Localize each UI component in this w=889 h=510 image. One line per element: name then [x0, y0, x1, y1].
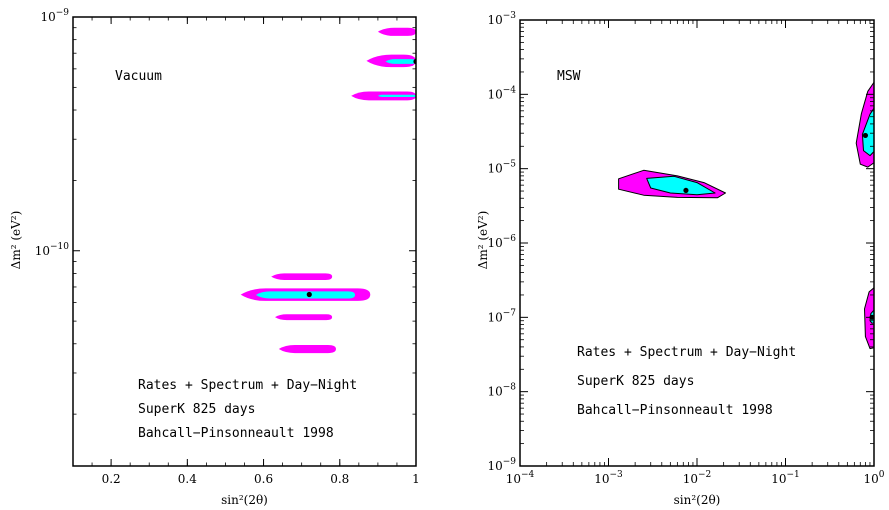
tick-base: 10 [487, 236, 502, 250]
inner-cl-region-4 [377, 94, 416, 97]
outer-cl-region-5 [271, 273, 333, 280]
x-axis-label: sin²(2θ) [674, 493, 721, 507]
allowed-regions [240, 27, 416, 354]
y-tick-label: 10−3 [487, 11, 516, 27]
outer-cl-region-4 [864, 287, 874, 350]
tick-exponent: −4 [521, 470, 535, 480]
best-fit-point-0 [306, 291, 312, 298]
inner-cl-region-2 [385, 59, 416, 64]
tick-exponent: −10 [50, 242, 69, 252]
msw-panel: 10−4 10−3 10−2 10−1 10010−910−810−710−610−51… [476, 11, 885, 507]
tick-base: 10 [506, 472, 521, 486]
tick-base: 10 [771, 472, 786, 486]
tick-base: 10 [487, 310, 502, 324]
tick-base: 10 [863, 472, 878, 486]
outer-cl-region-0 [377, 27, 416, 36]
best-fit-point-1 [862, 132, 869, 139]
tick-exponent: −3 [610, 470, 624, 480]
legend-text-line-2: Bahcall−Pinsonneault 1998 [138, 426, 334, 441]
inner-cl-region-1 [646, 175, 716, 196]
plot-frame [72, 16, 417, 467]
panel-annotation: Vacuum [115, 69, 162, 84]
inner-cl-region-3 [861, 107, 874, 157]
plot-frame [519, 19, 875, 467]
x-tick-label: 1 [412, 472, 420, 486]
tick-exponent: −6 [503, 234, 517, 244]
y-tick-label: 10−5 [487, 160, 516, 176]
legend-text-line-1: SuperK 825 days [577, 374, 694, 389]
tick-base: 10 [487, 385, 502, 399]
y-tick-label: 10−9 [40, 8, 69, 24]
y-tick-label: 10−7 [487, 308, 516, 324]
tick-base: 10 [487, 13, 502, 27]
best-fit-point-0 [683, 187, 689, 194]
y-tick-label: 10−6 [487, 234, 516, 250]
tick-exponent: −4 [503, 85, 517, 95]
y-tick-label: 10−8 [487, 383, 516, 399]
tick-exponent: −8 [503, 383, 517, 393]
tick-exponent: −9 [56, 8, 70, 18]
axis-ticks [73, 16, 417, 466]
x-tick-label: 100 [863, 470, 884, 486]
panel-annotation: MSW [557, 69, 581, 84]
tick-exponent: −1 [787, 470, 800, 480]
inner-cl-region-7 [255, 291, 356, 299]
tick-exponent: −3 [503, 11, 517, 21]
tick-base: 10 [35, 244, 50, 258]
x-tick-label: 0.2 [102, 472, 121, 486]
y-axis-label: Δm² (eV²) [9, 211, 23, 270]
tick-exponent: −5 [503, 160, 517, 170]
x-tick-label: 10−1 [771, 470, 800, 486]
y-tick-label: 10−10 [35, 242, 70, 258]
tick-base: 10 [487, 459, 502, 473]
y-axis-label: Δm² (eV²) [476, 211, 490, 270]
tick-exponent: −9 [503, 457, 517, 467]
outer-cl-region-8 [274, 314, 333, 321]
y-tick-label: 10−9 [487, 457, 516, 473]
tick-base: 10 [594, 472, 609, 486]
x-tick-label: 0.4 [178, 472, 197, 486]
tick-base: 10 [487, 162, 502, 176]
tick-base: 10 [487, 87, 502, 101]
tick-base: 10 [40, 10, 55, 24]
tick-exponent: 0 [879, 470, 885, 480]
allowed-regions [618, 81, 874, 350]
legend-text-line-2: Bahcall−Pinsonneault 1998 [577, 403, 773, 418]
x-tick-label: 10−2 [683, 470, 712, 486]
tick-base: 10 [683, 472, 698, 486]
outer-cl-region-9 [278, 345, 336, 354]
legend-text-line-0: Rates + Spectrum + Day−Night [577, 345, 796, 360]
legend-text-line-1: SuperK 825 days [138, 402, 255, 417]
x-tick-label: 0.6 [254, 472, 273, 486]
x-tick-label: 0.8 [330, 472, 349, 486]
tick-exponent: −2 [698, 470, 711, 480]
x-axis-label: sin²(2θ) [221, 493, 268, 507]
legend-text-line-0: Rates + Spectrum + Day−Night [138, 378, 357, 393]
axis-ticks [519, 19, 875, 467]
y-tick-label: 10−4 [487, 85, 516, 101]
x-tick-label: 10−3 [594, 470, 623, 486]
x-tick-label: 10−4 [506, 470, 535, 486]
tick-exponent: −7 [503, 308, 517, 318]
